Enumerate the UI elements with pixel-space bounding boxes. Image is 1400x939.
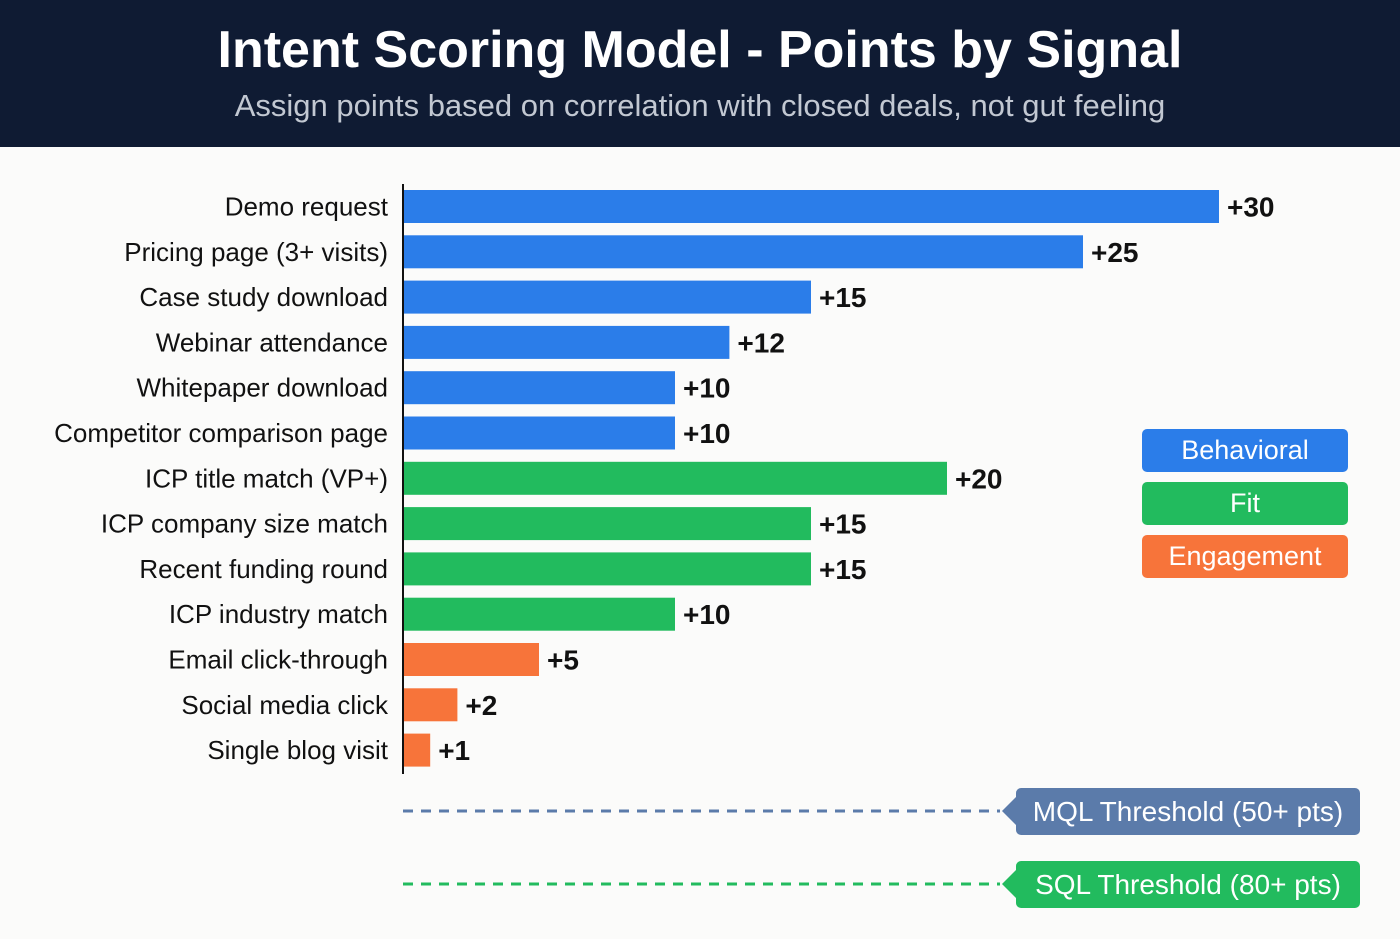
category-label: Whitepaper download [137, 373, 389, 403]
value-label: +20 [955, 463, 1003, 494]
value-label: +30 [1227, 192, 1275, 223]
value-label: +25 [1091, 237, 1139, 268]
value-label: +10 [683, 599, 731, 630]
value-label: +15 [819, 509, 867, 540]
category-label: Case study download [139, 282, 388, 312]
category-label: Pricing page (3+ visits) [124, 237, 388, 267]
value-label: +2 [465, 690, 497, 721]
chart-title: Intent Scoring Model - Points by Signal [217, 21, 1183, 79]
category-label: ICP company size match [101, 509, 388, 539]
bar [403, 552, 811, 586]
value-label: +10 [683, 418, 731, 449]
bar [403, 190, 1219, 223]
value-label: +12 [737, 327, 785, 358]
bar [403, 733, 431, 767]
bar [403, 325, 730, 359]
category-label: Demo request [225, 192, 389, 222]
mql-threshold-label: MQL Threshold (50+ pts) [1002, 788, 1360, 835]
bar [403, 371, 675, 405]
legend-engagement: Engagement [1142, 535, 1348, 578]
header: Intent Scoring Model - Points by Signal … [0, 0, 1400, 147]
bar [403, 235, 1083, 269]
legend-fit: Fit [1142, 482, 1348, 525]
legend-behavioral: Behavioral [1142, 429, 1348, 472]
category-label: Email click-through [168, 645, 388, 675]
bar [403, 507, 811, 541]
value-label: +15 [819, 282, 867, 313]
bar [403, 416, 675, 450]
category-label: Recent funding round [139, 554, 388, 584]
value-label: +15 [819, 554, 867, 585]
category-label: ICP industry match [169, 599, 388, 629]
value-label: +5 [547, 645, 579, 676]
bar [403, 688, 458, 722]
bar [403, 461, 947, 495]
category-label: ICP title match (VP+) [145, 463, 388, 493]
bar [403, 597, 675, 631]
category-label: Social media click [181, 690, 389, 720]
chart-subtitle: Assign points based on correlation with … [234, 88, 1166, 123]
bar [403, 280, 811, 314]
bar [403, 643, 539, 676]
category-label: Single blog visit [207, 735, 388, 765]
category-label: Webinar attendance [156, 327, 388, 357]
sql-threshold-label: SQL Threshold (80+ pts) [1002, 861, 1360, 908]
category-label: Competitor comparison page [54, 418, 388, 448]
value-label: +10 [683, 373, 731, 404]
value-label: +1 [438, 735, 470, 766]
